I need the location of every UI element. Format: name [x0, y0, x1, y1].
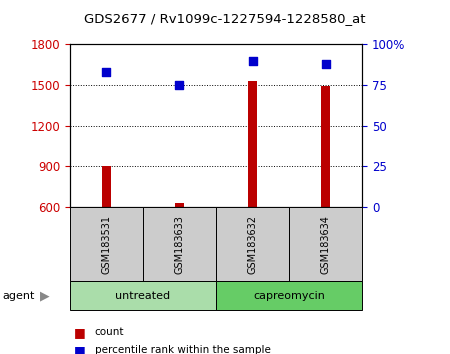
Text: untreated: untreated	[115, 291, 171, 301]
Text: GSM183634: GSM183634	[321, 215, 331, 274]
Text: ■: ■	[74, 326, 86, 338]
Bar	[175, 203, 184, 207]
Bar	[321, 86, 330, 207]
Point	[176, 82, 183, 88]
Bar	[102, 166, 111, 207]
Text: agent: agent	[2, 291, 35, 301]
Text: GSM183632: GSM183632	[248, 215, 257, 274]
Text: GSM183633: GSM183633	[175, 215, 184, 274]
Text: percentile rank within the sample: percentile rank within the sample	[94, 346, 270, 354]
Text: count: count	[94, 327, 124, 337]
Point	[249, 58, 256, 63]
Bar	[248, 81, 257, 207]
Point	[103, 69, 110, 75]
Text: GSM183531: GSM183531	[101, 215, 111, 274]
Point	[322, 61, 329, 67]
Text: ■: ■	[74, 344, 86, 354]
Text: capreomycin: capreomycin	[253, 291, 325, 301]
Text: ▶: ▶	[40, 289, 50, 302]
Text: GDS2677 / Rv1099c-1227594-1228580_at: GDS2677 / Rv1099c-1227594-1228580_at	[84, 12, 366, 25]
